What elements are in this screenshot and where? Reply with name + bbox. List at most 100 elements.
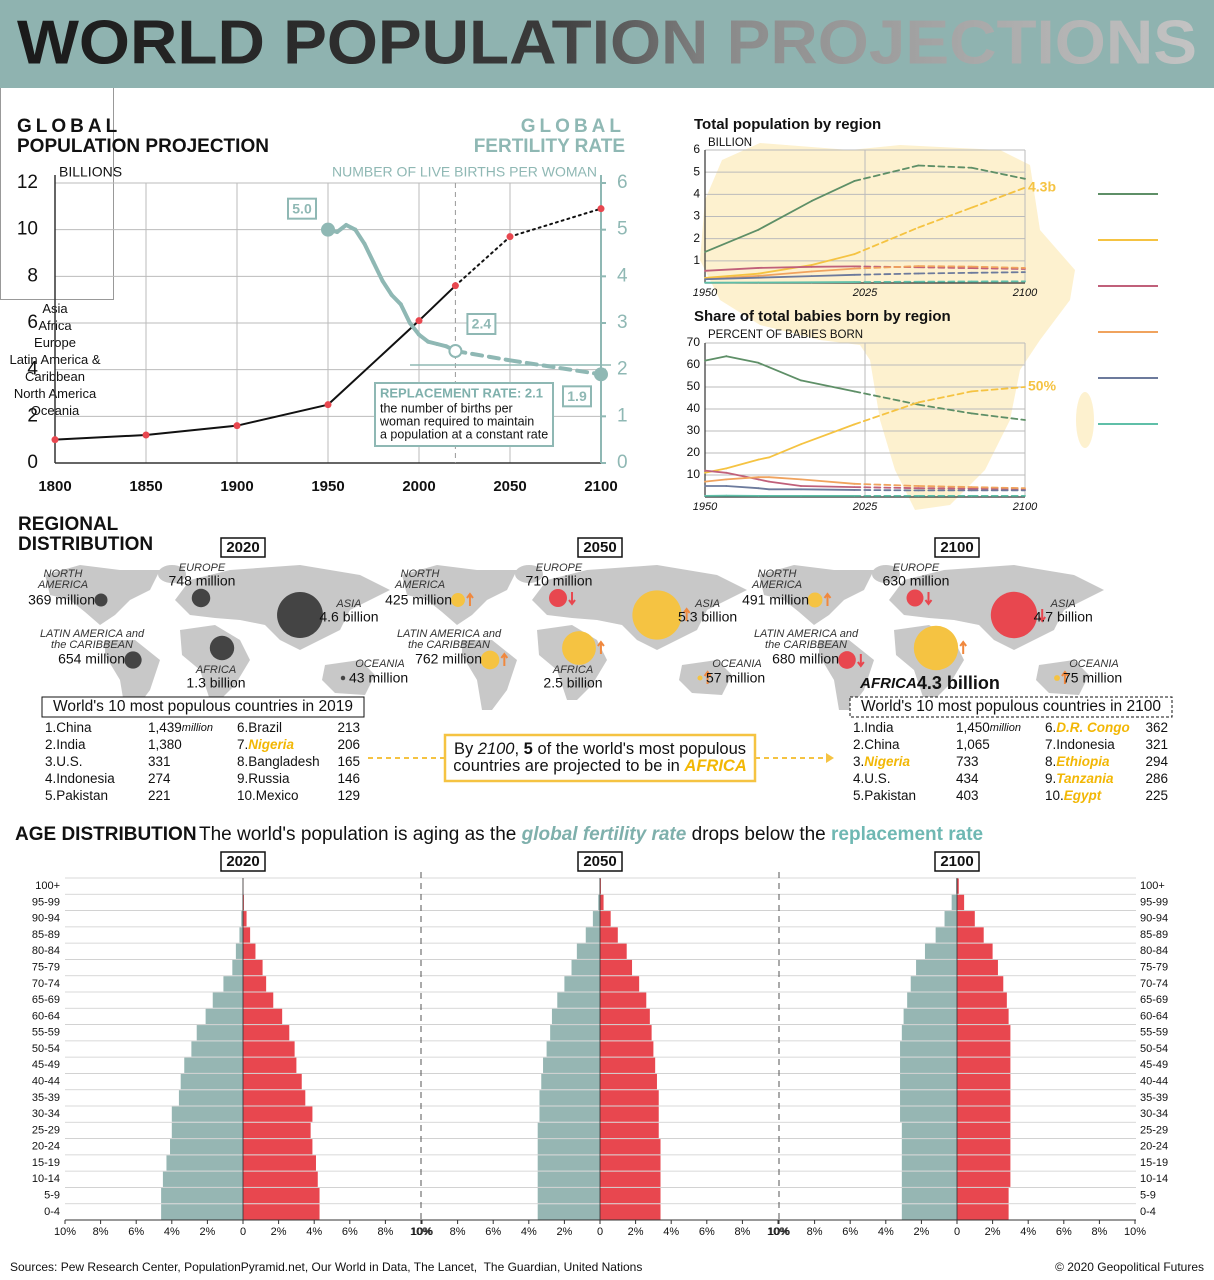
bar [243, 1204, 320, 1220]
bar [543, 1057, 600, 1073]
x-tick-label: 8% [450, 1226, 466, 1238]
y-tick-label: 12 [17, 172, 38, 193]
x-tick-label: 4% [1020, 1226, 1036, 1238]
bar [243, 992, 274, 1008]
y2-tick-label: 5 [617, 219, 628, 240]
line-segment [917, 266, 973, 270]
section-subtitle: The world's population is aging as the g… [199, 824, 983, 845]
region-name: LATIN AMERICA and the CARIBBEAN [753, 628, 859, 651]
x-tick-label: 4% [306, 1226, 322, 1238]
x-tick-label: 4% [878, 1226, 894, 1238]
age-label: 100+ [35, 880, 60, 892]
region-value: 43 million [349, 670, 408, 686]
bar [243, 894, 244, 911]
country: Indonesia [1056, 737, 1115, 752]
line-segment [917, 485, 973, 489]
line-segment [327, 319, 420, 406]
country: Russia [248, 771, 290, 786]
y-tick-label: 10 [687, 467, 701, 481]
value: 1,065 [956, 737, 990, 752]
line-segment [768, 480, 802, 487]
bar [957, 943, 993, 959]
rank: 2. [853, 737, 864, 752]
line-segment [970, 166, 1026, 180]
callout-text: By 2100, 5 of the world's most populous [454, 740, 746, 758]
x-tick-label: 2000 [402, 478, 435, 495]
age-label: 75-79 [32, 961, 60, 973]
bar [235, 943, 243, 959]
country: Bangladesh [248, 754, 319, 769]
value: 434 [956, 771, 979, 786]
region-name: EUROPE [535, 562, 583, 574]
line-segment [454, 235, 511, 287]
age-label: 85-89 [1140, 929, 1168, 941]
point [448, 344, 463, 358]
bar [600, 1073, 657, 1090]
value: 286 [1145, 771, 1168, 786]
x-tick-label: 0 [240, 1226, 246, 1238]
x-tick-label: 2% [628, 1226, 644, 1238]
table-row-name: 4.Indonesia [45, 771, 115, 786]
x-tick-label: 2025 [852, 287, 878, 299]
line-segment [768, 366, 802, 382]
table-row-name: 7.Indonesia [1045, 737, 1115, 752]
bar [901, 1122, 957, 1139]
rank: 5. [45, 788, 56, 803]
country: Tanzania [1056, 771, 1114, 786]
table-row-name: 9.Russia [237, 771, 290, 786]
year-label: 2020 [226, 853, 259, 870]
line-segment [800, 379, 856, 393]
region-value: 5.3 billion [678, 609, 737, 625]
value: 294 [1145, 754, 1168, 769]
bar [957, 976, 1004, 992]
x-tick-label: 6% [1056, 1226, 1072, 1238]
bar [243, 1041, 295, 1057]
bar [600, 1155, 661, 1171]
line-segment [725, 476, 760, 481]
y-tick-label: 30 [687, 423, 701, 437]
line-segment [145, 424, 238, 436]
value: 225 [1145, 788, 1168, 803]
country: Pakistan [56, 788, 108, 803]
age-label: 45-49 [1140, 1059, 1168, 1071]
y2-axis-label: NUMBER OF LIVE BIRTHS PER WOMAN [332, 164, 597, 180]
age-label: 95-99 [32, 896, 60, 908]
line-segment [757, 265, 813, 269]
bar [539, 1106, 600, 1122]
text-run: of the world's most populous [533, 740, 746, 758]
value: 221 [148, 788, 171, 803]
region-name: AFRICA [552, 664, 594, 676]
trend-arrow [1038, 609, 1046, 623]
trend-arrow [823, 592, 832, 606]
value-label-box [466, 313, 497, 335]
header-band [0, 0, 1214, 88]
bar [957, 1122, 1011, 1139]
x-tick-label: 2% [913, 1226, 929, 1238]
text-run: drops below the [686, 824, 831, 845]
value-label-box [287, 197, 317, 220]
trend-arrow [703, 670, 712, 684]
bar [957, 1073, 1011, 1090]
age-label: 10-14 [1140, 1173, 1168, 1185]
bar [957, 1155, 1011, 1171]
bar [600, 1025, 652, 1041]
bar [243, 1155, 316, 1171]
y-tick-label: 20 [687, 445, 701, 459]
line-segment [853, 401, 920, 426]
line-segment [810, 180, 856, 202]
x-tick-label: 2100 [1012, 287, 1038, 299]
bar [900, 1073, 957, 1090]
bar [598, 894, 600, 911]
y-tick-label: 40 [687, 401, 701, 415]
country: Egypt [1064, 788, 1102, 803]
text-run: The world's population is aging as the [199, 824, 522, 845]
text-run: , [515, 740, 524, 758]
age-label: 30-34 [1140, 1108, 1168, 1120]
bar [957, 894, 965, 911]
callout-box [443, 733, 757, 783]
x-tick-label: 6% [342, 1226, 358, 1238]
y2-tick-label: 2 [617, 359, 628, 380]
age-label: 55-59 [1140, 1027, 1168, 1039]
y-tick-label: 0 [27, 452, 38, 473]
year-box [220, 537, 266, 558]
